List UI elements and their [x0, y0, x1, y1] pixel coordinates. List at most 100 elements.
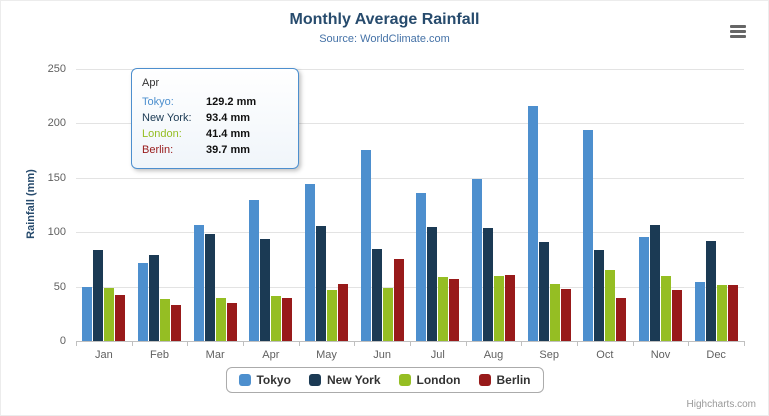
column-london[interactable]: [271, 295, 282, 341]
gridline: [76, 286, 744, 288]
legend: Tokyo New York London Berlin: [225, 367, 544, 393]
column-new-york[interactable]: [649, 225, 660, 341]
tooltip-header: Apr: [142, 77, 160, 89]
x-tick-label: Dec: [706, 349, 726, 361]
column-tokyo[interactable]: [193, 225, 204, 341]
column-london[interactable]: [326, 289, 337, 341]
hamburger-line: [730, 35, 746, 38]
column-new-york[interactable]: [427, 226, 438, 341]
x-tick-mark: [632, 341, 634, 346]
column-berlin[interactable]: [671, 290, 682, 341]
chart-subtitle: Source: WorldClimate.com: [319, 33, 450, 45]
column-berlin[interactable]: [282, 297, 293, 341]
category-group: [243, 69, 299, 341]
tooltip: Apr Tokyo: 129.2 mm New York: 93.4 mm London…: [131, 68, 299, 169]
column-london[interactable]: [493, 276, 504, 341]
column-tokyo[interactable]: [137, 263, 148, 341]
gridline: [76, 177, 744, 179]
x-tick-label: Sep: [539, 349, 559, 361]
column-berlin[interactable]: [449, 278, 460, 341]
category-group: [466, 69, 522, 341]
plot-area: 0 50 100 150 200 250 Jan Feb Mar Apr May Jun Jul Aug S…: [48, 63, 745, 361]
column-london[interactable]: [716, 285, 727, 341]
column-london[interactable]: [215, 298, 226, 341]
x-tick-label: Aug: [483, 349, 504, 361]
column-tokyo[interactable]: [360, 149, 371, 341]
category-group: [354, 69, 410, 341]
legend-label: London: [416, 373, 461, 387]
column-london[interactable]: [382, 288, 393, 341]
column-new-york[interactable]: [204, 233, 215, 341]
gridline: [76, 232, 744, 234]
legend-swatch: [398, 374, 411, 386]
legend-label: New York: [326, 373, 381, 387]
column-berlin[interactable]: [616, 298, 627, 341]
credits-link[interactable]: Highcharts.com: [686, 399, 756, 410]
x-tick-mark: [243, 341, 244, 346]
legend-label: Berlin: [496, 373, 531, 387]
column-new-york[interactable]: [482, 227, 493, 341]
x-tick-label: Jul: [430, 349, 445, 361]
column-tokyo[interactable]: [416, 193, 427, 341]
legend-swatch: [478, 374, 491, 386]
column-tokyo[interactable]: [638, 237, 649, 341]
tooltip-series-label: Berlin:: [142, 144, 174, 156]
column-berlin[interactable]: [170, 304, 181, 341]
column-tokyo[interactable]: [249, 200, 260, 341]
x-tick-mark: [298, 341, 300, 346]
column-london[interactable]: [605, 270, 616, 341]
column-new-york[interactable]: [538, 241, 549, 341]
y-tick-label: 50: [53, 280, 66, 293]
gridline: [76, 123, 744, 125]
column-berlin[interactable]: [504, 275, 515, 341]
gridline: [76, 69, 744, 70]
column-tokyo[interactable]: [527, 105, 538, 341]
column-tokyo[interactable]: [304, 184, 315, 341]
column-new-york[interactable]: [705, 240, 716, 341]
column-berlin[interactable]: [560, 289, 571, 341]
column-new-york[interactable]: [315, 225, 326, 341]
column-tokyo[interactable]: [471, 179, 482, 341]
x-tick-label: Nov: [650, 349, 671, 361]
category-group: [132, 69, 188, 341]
column-london[interactable]: [104, 287, 115, 341]
column-berlin[interactable]: [115, 294, 126, 341]
x-tick-label: Mar: [205, 349, 225, 361]
category-group: [577, 69, 633, 341]
column-london[interactable]: [438, 276, 449, 341]
legend-item-berlin[interactable]: Berlin: [478, 373, 531, 387]
column-tokyo[interactable]: [583, 129, 594, 341]
tooltip-row: Tokyo: 129.2 mm: [142, 96, 288, 108]
tooltip-series-value: 93.4 mm: [206, 112, 251, 124]
column-new-york[interactable]: [594, 250, 605, 341]
column-tokyo[interactable]: [82, 286, 93, 341]
legend-item-new-york[interactable]: New York: [308, 373, 381, 387]
x-tick-label: Feb: [150, 349, 169, 361]
column-berlin[interactable]: [393, 258, 404, 341]
y-tick-label: 100: [47, 226, 66, 239]
column-tokyo[interactable]: [694, 281, 705, 341]
category-group: [410, 69, 466, 341]
column-new-york[interactable]: [371, 249, 382, 341]
x-tick-mark: [521, 341, 523, 346]
column-berlin[interactable]: [226, 303, 237, 341]
category-group: [76, 69, 132, 341]
tooltip-series-value: 129.2 mm: [206, 96, 257, 108]
column-new-york[interactable]: [93, 250, 104, 341]
column-berlin[interactable]: [337, 283, 348, 341]
x-tick-mark: [688, 341, 690, 346]
legend-swatch: [308, 374, 321, 386]
column-new-york[interactable]: [148, 255, 159, 341]
column-berlin[interactable]: [727, 285, 738, 341]
column-london[interactable]: [549, 284, 560, 341]
column-london[interactable]: [660, 276, 671, 341]
legend-item-london[interactable]: London: [398, 373, 461, 387]
chart-title: Monthly Average Rainfall: [289, 11, 480, 28]
x-tick-mark: [744, 341, 745, 346]
column-new-york[interactable]: [260, 239, 271, 341]
tooltip-series-value: 39.7 mm: [206, 144, 251, 156]
legend-item-tokyo[interactable]: Tokyo: [238, 373, 291, 387]
tooltip-row: New York: 93.4 mm: [142, 112, 288, 124]
column-london[interactable]: [159, 298, 170, 341]
export-menu-icon[interactable]: [728, 21, 748, 42]
